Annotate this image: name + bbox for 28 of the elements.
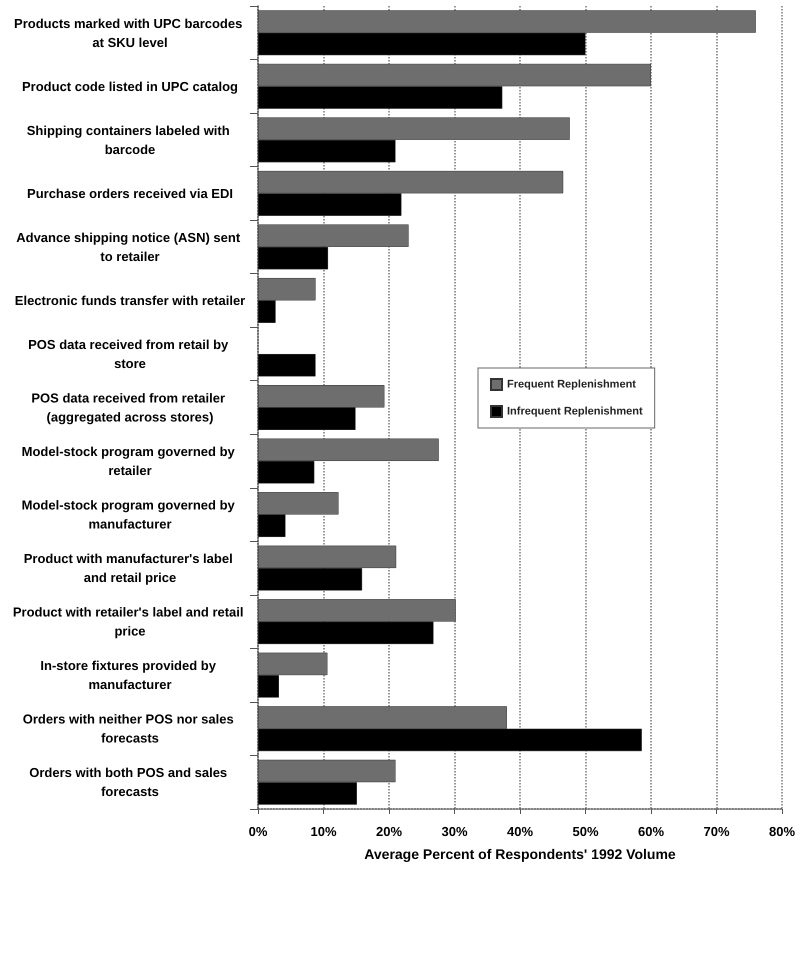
legend-label: Infrequent Replenishment: [507, 406, 644, 418]
y-tick-label: Model-stock program governed by retailer: [22, 444, 238, 478]
y-tick-label: Product with manufacturer's label and retail price: [24, 551, 236, 586]
x-tick-label: 20%: [376, 824, 402, 839]
x-tick-label: 60%: [638, 824, 664, 839]
y-tick-label: Shipping containers labeled with barcode: [26, 122, 234, 157]
legend-label: Frequent Replenishment: [507, 378, 636, 390]
x-tick-label: 0%: [248, 824, 268, 839]
y-tick-label: POS data received from retail by store: [28, 336, 232, 371]
y-tick-label: In-store fixtures provided by manufacturer: [40, 658, 220, 692]
x-tick-label: 70%: [703, 824, 730, 839]
y-tick-label: Advance shipping notice (ASN) sent to retailer: [16, 230, 244, 264]
y-tick-label: Products marked with UPC barcodes at SKU level: [14, 16, 246, 50]
x-tick-label: 10%: [310, 824, 337, 839]
x-tick-label: 30%: [441, 824, 468, 839]
x-tick-label: 80%: [768, 824, 796, 839]
y-tick-label: Model-stock program governed by manufacturer: [22, 498, 238, 532]
y-tick-label: Orders with both POS and sales forecasts: [29, 765, 231, 800]
y-tick-label: POS data received from retailer (aggregated across stores): [31, 390, 229, 424]
x-tick-label: 40%: [506, 824, 534, 839]
y-tick-label: Electronic funds transfer with retailer: [14, 292, 246, 308]
y-tick-label: Product code listed in UPC catalog: [22, 78, 238, 94]
x-tick-label: 50%: [572, 824, 599, 839]
x-axis-title: Average Percent of Respondents' 1992 Volume: [364, 846, 676, 862]
bar: [258, 354, 316, 376]
y-tick-label: Purchase orders received via EDI: [27, 186, 233, 201]
y-tick-label: Orders with neither POS nor sales forecasts: [22, 712, 238, 746]
y-tick-label: Product with retailer's label and retail price: [12, 604, 248, 639]
